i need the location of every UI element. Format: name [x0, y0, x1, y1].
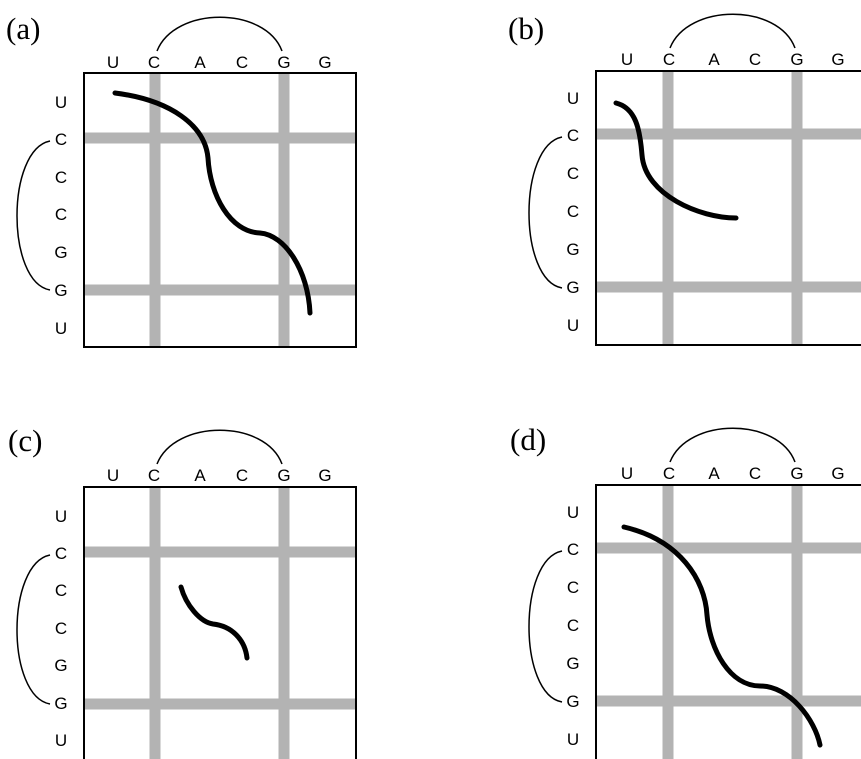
nucleotide: U: [55, 93, 67, 112]
nucleotide: G: [831, 50, 844, 69]
nucleotide: C: [567, 616, 579, 635]
panel-d: (d) U C A C G G U C C C G G U: [510, 422, 861, 759]
top-sequence: U C A C G G: [621, 50, 845, 69]
left-sequence: U C C C G G U: [566, 89, 579, 335]
matrix-frame: [83, 72, 357, 348]
panel-label: (c): [8, 423, 42, 458]
nucleotide: G: [54, 281, 67, 300]
left-sequence: U C C C G G U: [54, 507, 67, 750]
top-sequence: U C A C G G: [621, 464, 845, 483]
top-sequence: U C A C G G: [107, 53, 332, 72]
nucleotide: U: [107, 466, 119, 485]
nucleotide: U: [55, 731, 67, 750]
matrix-frame: [595, 70, 861, 346]
nucleotide: U: [55, 507, 67, 526]
nucleotide: G: [566, 278, 579, 297]
nucleotide: G: [54, 694, 67, 713]
top-sequence: U C A C G G: [107, 466, 332, 485]
panel-label: (d): [510, 422, 546, 457]
nucleotide: C: [55, 581, 67, 600]
nucleotide: A: [194, 466, 206, 485]
nucleotide: C: [55, 619, 67, 638]
nucleotide: G: [277, 466, 290, 485]
nucleotide: U: [107, 53, 119, 72]
nucleotide: G: [566, 240, 579, 259]
folding-path: [613, 100, 739, 221]
nucleotide: C: [567, 540, 579, 559]
grid-bands: [84, 73, 356, 347]
nucleotide: C: [663, 50, 675, 69]
grid-bands: [84, 487, 356, 759]
nucleotide: C: [55, 130, 67, 149]
top-pairing-arc: [669, 13, 796, 49]
nucleotide: A: [708, 464, 720, 483]
nucleotide: G: [54, 243, 67, 262]
left-pairing-arc: [16, 140, 51, 291]
panel-label: (a): [6, 11, 40, 46]
nucleotide: C: [663, 464, 675, 483]
folding-path: [621, 524, 823, 748]
nucleotide: U: [621, 50, 633, 69]
top-pairing-arc: [669, 427, 796, 463]
left-pairing-arc: [528, 550, 563, 703]
nucleotide: G: [790, 50, 803, 69]
folding-path: [112, 90, 313, 316]
nucleotide: C: [55, 205, 67, 224]
nucleotide: C: [567, 164, 579, 183]
nucleotide: G: [566, 654, 579, 673]
nucleotide: C: [148, 466, 160, 485]
folding-path: [178, 584, 250, 661]
nucleotide: C: [567, 578, 579, 597]
panel-a: (a) U C A C G G U C C C G G U: [6, 11, 357, 348]
nucleotide: G: [566, 692, 579, 711]
top-pairing-arc: [156, 16, 283, 52]
nucleotide: C: [148, 53, 160, 72]
nucleotide: C: [55, 168, 67, 187]
matrix-frame: [83, 486, 357, 759]
left-pairing-arc: [528, 136, 563, 289]
nucleotide: G: [831, 464, 844, 483]
left-pairing-arc: [16, 554, 51, 705]
nucleotide: U: [567, 730, 579, 749]
nucleotide: C: [567, 202, 579, 221]
nucleotide: C: [236, 53, 248, 72]
nucleotide: G: [790, 464, 803, 483]
grid-bands: [596, 71, 861, 345]
nucleotide: G: [54, 656, 67, 675]
left-sequence: U C C C G G U: [566, 503, 579, 749]
panel-label: (b): [508, 11, 544, 46]
nucleotide: G: [318, 466, 331, 485]
nucleotide: U: [567, 503, 579, 522]
nucleotide: G: [277, 53, 290, 72]
nucleotide: C: [55, 544, 67, 563]
panel-c: (c) U C A C G G U C C C G G U: [8, 423, 357, 759]
nucleotide: A: [708, 50, 720, 69]
nucleotide: U: [567, 316, 579, 335]
left-sequence: U C C C G G U: [54, 93, 67, 338]
nucleotide: C: [236, 466, 248, 485]
nucleotide: U: [567, 89, 579, 108]
grid-bands: [596, 485, 861, 759]
top-pairing-arc: [156, 429, 283, 465]
nucleotide: C: [749, 50, 761, 69]
nucleotide: A: [194, 53, 206, 72]
nucleotide: G: [318, 53, 331, 72]
nucleotide: C: [749, 464, 761, 483]
panel-b: (b) U C A C G G U C C C G G U: [508, 11, 861, 346]
matrix-frame: [595, 484, 861, 759]
nucleotide: U: [55, 319, 67, 338]
nucleotide: C: [567, 126, 579, 145]
nucleotide: U: [621, 464, 633, 483]
